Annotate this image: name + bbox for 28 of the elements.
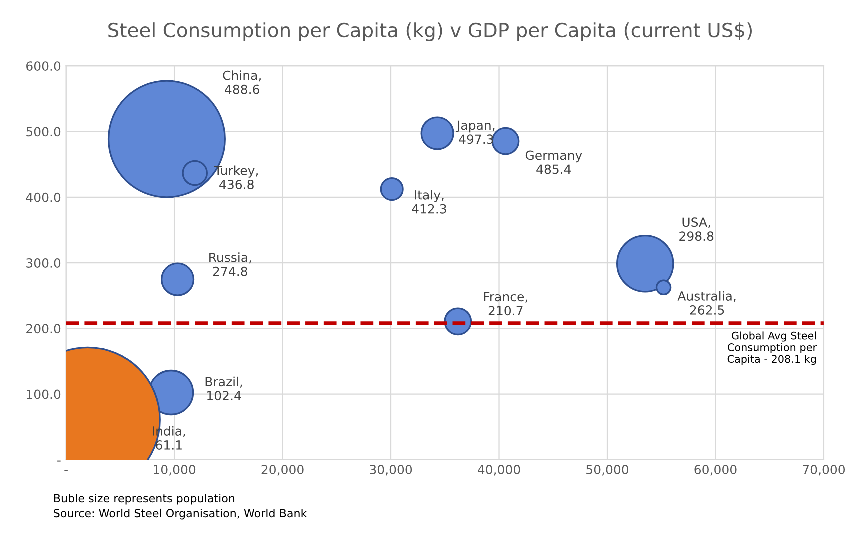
x-tick-label: 30,000 [370, 465, 412, 476]
data-label: Brazil, 102.4 [206, 376, 242, 401]
ref-line-label: Global Avg Steel Consumption per Capita - 208.1 kg [728, 332, 818, 366]
x-tick-label: 10,000 [154, 465, 196, 476]
x-tick-label: 50,000 [586, 465, 629, 476]
data-label: Australia, 262.5 [678, 291, 736, 315]
y-tick-label: - [58, 460, 61, 462]
source-note: Source: World Steel Organisation, World Bank [54, 508, 308, 520]
x-tick-label: 40,000 [478, 465, 520, 476]
text: Buble size represents population [54, 494, 235, 505]
x-tick-label: 70,000 [803, 465, 846, 476]
x-tick-label: 60,000 [694, 465, 737, 476]
data-label: China, 488.6 [223, 70, 261, 94]
data-label: Italy, 412.3 [412, 190, 446, 214]
y-tick-label: 300.0 [26, 258, 61, 268]
y-tick-label: 100.0 [27, 390, 61, 400]
y-tick-label: 200.0 [26, 324, 61, 334]
data-label: USA, 298.8 [680, 218, 714, 242]
x-tick-label: 20,000 [262, 465, 304, 476]
data-label: Turkey, 436.8 [214, 166, 258, 190]
y-tick-label: 400.0 [26, 192, 61, 202]
chart-title: Steel Consumption per Capita (kg) v GDP per Capita (current US$) [108, 22, 752, 42]
y-tick-label: 600.0 [26, 62, 61, 72]
data-label: France, 210.7 [484, 292, 528, 316]
x-tick-label: - [64, 470, 68, 472]
data-label: Germany 485.4 [526, 150, 582, 174]
y-tick-label: 500.0 [26, 127, 61, 137]
data-label: Russia, 274.8 [210, 252, 252, 276]
